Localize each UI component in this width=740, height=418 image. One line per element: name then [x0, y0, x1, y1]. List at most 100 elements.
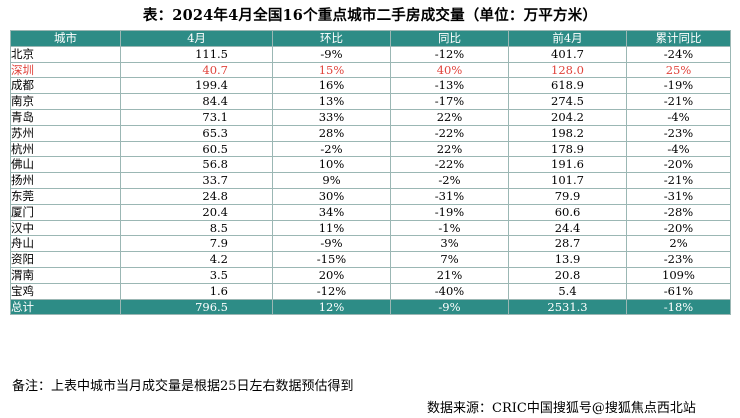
city-cell: 资阳: [10, 251, 121, 268]
total-yoy: -9%: [390, 298, 509, 316]
mom-cell: -12%: [272, 282, 391, 300]
total-row: 总计 796.5 12% -9% 2531.3 -18%: [10, 298, 731, 316]
ytd-yoy-cell: -21%: [626, 93, 731, 110]
april-cell: 111.5: [120, 45, 273, 63]
mom-cell: -9%: [272, 45, 391, 63]
ytd-yoy-cell: -24%: [626, 45, 731, 63]
ytd-cell: 128.0: [508, 61, 627, 79]
city-cell: 成都: [10, 77, 121, 95]
mom-cell: 13%: [272, 93, 391, 110]
ytd-cell: 79.9: [508, 187, 627, 205]
april-cell: 24.8: [120, 187, 273, 205]
mom-cell: 28%: [272, 124, 391, 142]
table-row: 南京 84.4 13% -17% 274.5 -21%: [10, 93, 731, 110]
table-row: 东莞 24.8 30% -31% 79.9 -31%: [10, 187, 731, 205]
ytd-yoy-cell: -61%: [626, 282, 731, 300]
city-cell: 杭州: [10, 140, 121, 158]
table-row: 苏州 65.3 28% -22% 198.2 -23%: [10, 124, 731, 142]
total-ytd-yoy: -18%: [626, 298, 731, 316]
table-row: 深圳 40.7 15% 40% 128.0 25%: [10, 61, 731, 79]
mom-cell: 34%: [272, 203, 391, 221]
april-cell: 199.4: [120, 77, 273, 95]
table-title: 表：2024年4月全国16个重点城市二手房成交量（单位：万平方米）: [142, 7, 598, 24]
table-row: 资阳 4.2 -15% 7% 13.9 -23%: [10, 251, 731, 268]
ytd-cell: 24.4: [508, 219, 627, 237]
footnote: 备注：上表中城市当月成交量是根据25日左右数据预估得到: [12, 379, 354, 394]
total-label: 总计: [10, 298, 121, 316]
city-cell: 厦门: [10, 203, 121, 221]
april-cell: 3.5: [120, 266, 273, 284]
ytd-yoy-cell: -4%: [626, 108, 731, 126]
ytd-yoy-cell: -28%: [626, 203, 731, 221]
yoy-cell: 22%: [390, 108, 509, 126]
ytd-cell: 401.7: [508, 45, 627, 63]
yoy-cell: -12%: [390, 45, 509, 63]
april-cell: 60.5: [120, 140, 273, 158]
yoy-cell: -1%: [390, 219, 509, 237]
mom-cell: -2%: [272, 140, 391, 158]
column-header-city: 城市: [10, 30, 121, 47]
ytd-cell: 191.6: [508, 156, 627, 174]
mom-cell: -9%: [272, 235, 391, 253]
april-cell: 40.7: [120, 61, 273, 79]
table-row: 渭南 3.5 20% 21% 20.8 109%: [10, 266, 731, 284]
city-cell: 青岛: [10, 108, 121, 126]
mom-cell: 11%: [272, 219, 391, 237]
mom-cell: 20%: [272, 266, 391, 284]
city-cell: 宝鸡: [10, 282, 121, 300]
mom-cell: 9%: [272, 172, 391, 189]
ytd-yoy-cell: 2%: [626, 235, 731, 253]
column-header-yoy: 同比: [390, 30, 509, 47]
city-cell: 南京: [10, 93, 121, 110]
yoy-cell: 3%: [390, 235, 509, 253]
ytd-cell: 60.6: [508, 203, 627, 221]
ytd-cell: 204.2: [508, 108, 627, 126]
april-cell: 1.6: [120, 282, 273, 300]
ytd-yoy-cell: -21%: [626, 172, 731, 189]
ytd-cell: 13.9: [508, 251, 627, 268]
ytd-cell: 101.7: [508, 172, 627, 189]
table-row: 成都 199.4 16% -13% 618.9 -19%: [10, 77, 731, 95]
city-cell: 北京: [10, 45, 121, 63]
city-cell: 佛山: [10, 156, 121, 174]
mom-cell: 16%: [272, 77, 391, 95]
april-cell: 73.1: [120, 108, 273, 126]
column-header-april: 4月: [120, 30, 273, 47]
april-cell: 33.7: [120, 172, 273, 189]
april-cell: 8.5: [120, 219, 273, 237]
mom-cell: 33%: [272, 108, 391, 126]
mom-cell: 30%: [272, 187, 391, 205]
total-april: 796.5: [120, 298, 273, 316]
table-row: 佛山 56.8 10% -22% 191.6 -20%: [10, 156, 731, 174]
yoy-cell: 7%: [390, 251, 509, 268]
column-header-ytd: 前4月: [508, 30, 627, 47]
column-header-mom: 环比: [272, 30, 391, 47]
yoy-cell: -40%: [390, 282, 509, 300]
table-row: 汉中 8.5 11% -1% 24.4 -20%: [10, 219, 731, 237]
data-source: 数据来源：CRIC中国搜狐号@搜狐焦点西北站: [427, 401, 696, 416]
yoy-cell: 40%: [390, 61, 509, 79]
table-row: 青岛 73.1 33% 22% 204.2 -4%: [10, 108, 731, 126]
ytd-yoy-cell: -20%: [626, 156, 731, 174]
table-row: 北京 111.5 -9% -12% 401.7 -24%: [10, 45, 731, 63]
table-row: 厦门 20.4 34% -19% 60.6 -28%: [10, 203, 731, 221]
ytd-cell: 198.2: [508, 124, 627, 142]
yoy-cell: -2%: [390, 172, 509, 189]
ytd-yoy-cell: -19%: [626, 77, 731, 95]
table-row: 扬州 33.7 9% -2% 101.7 -21%: [10, 172, 731, 189]
yoy-cell: -13%: [390, 77, 509, 95]
mom-cell: 15%: [272, 61, 391, 79]
city-cell: 渭南: [10, 266, 121, 284]
city-cell: 扬州: [10, 172, 121, 189]
mom-cell: 10%: [272, 156, 391, 174]
yoy-cell: 22%: [390, 140, 509, 158]
yoy-cell: -19%: [390, 203, 509, 221]
table-row: 杭州 60.5 -2% 22% 178.9 -4%: [10, 140, 731, 158]
table-header-row: 城市 4月 环比 同比 前4月 累计同比: [10, 30, 731, 47]
table-row: 宝鸡 1.6 -12% -40% 5.4 -61%: [10, 282, 731, 300]
column-header-ytd-yoy: 累计同比: [626, 30, 731, 47]
ytd-yoy-cell: -23%: [626, 251, 731, 268]
ytd-yoy-cell: -23%: [626, 124, 731, 142]
ytd-cell: 274.5: [508, 93, 627, 110]
city-cell: 东莞: [10, 187, 121, 205]
